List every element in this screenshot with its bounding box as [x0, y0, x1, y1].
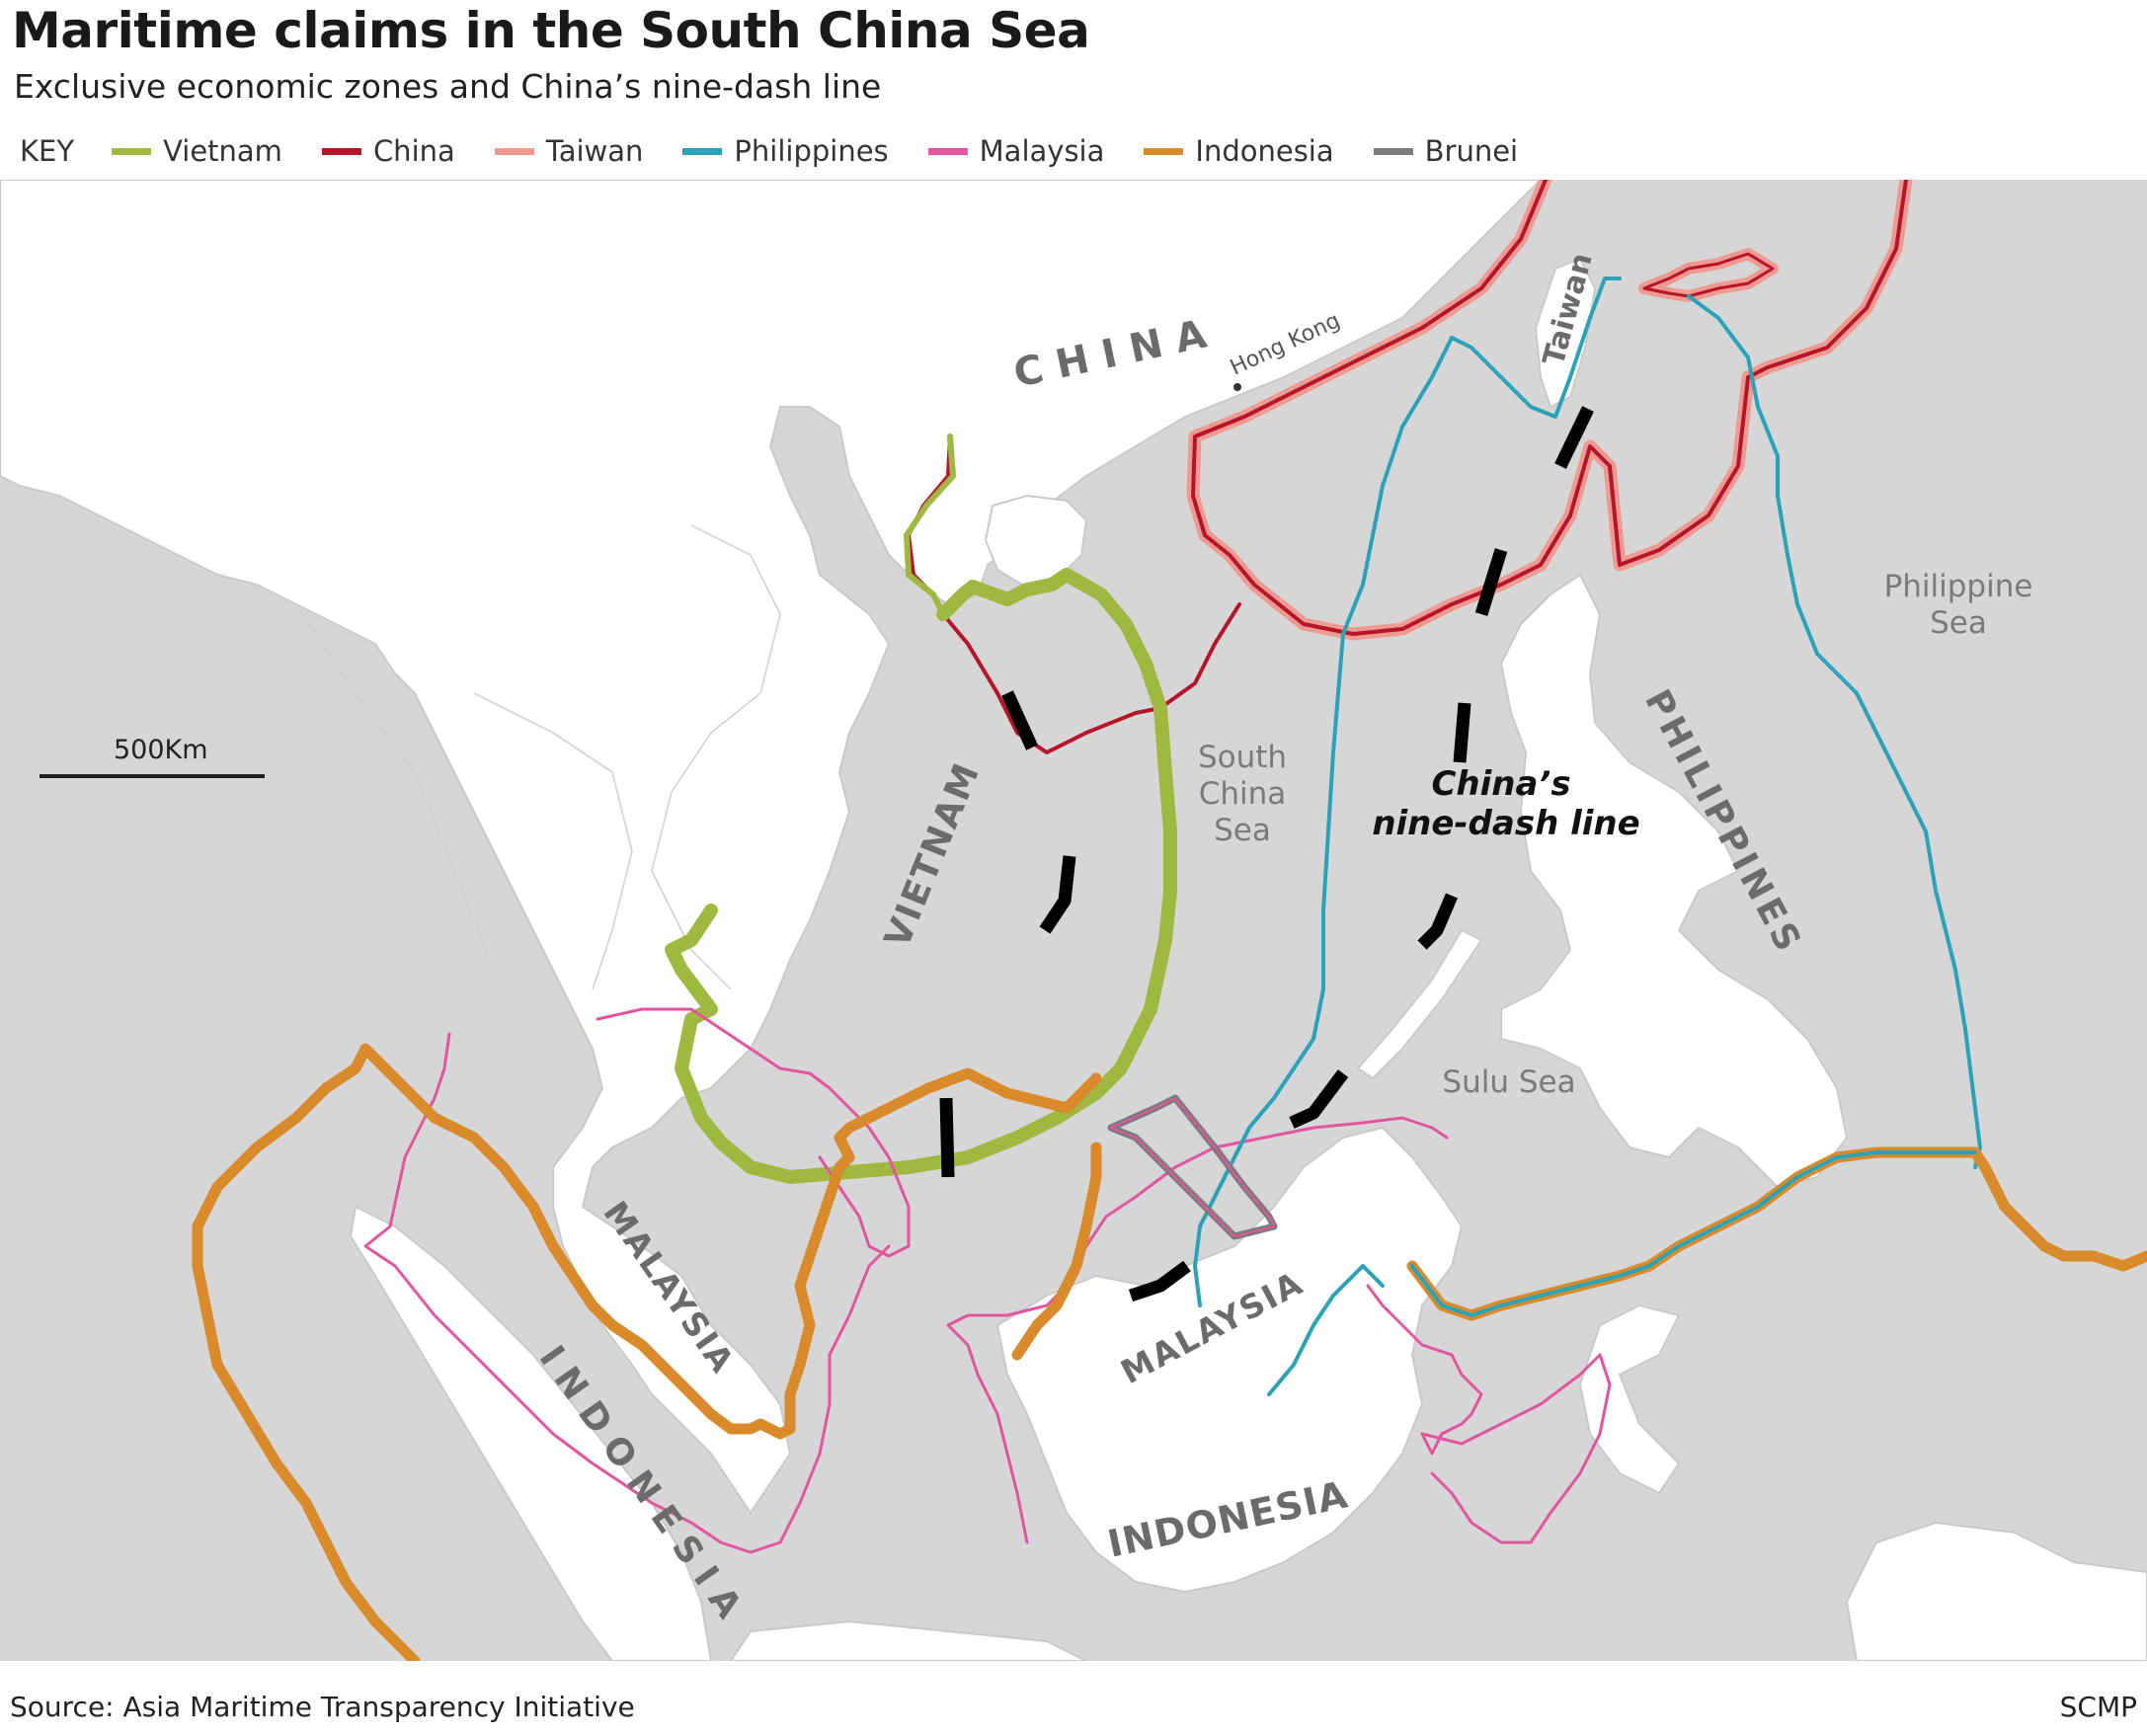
land-sulawesi — [1578, 1303, 1681, 1495]
claim-line-vietnam-gulf — [904, 434, 956, 617]
legend-swatch-indonesia — [1144, 147, 1184, 155]
legend-swatch-philippines — [682, 147, 723, 155]
legend-swatch-malaysia — [927, 147, 968, 155]
claim-line-malaysia-peninsula — [596, 1007, 911, 1258]
claim-line-malaysia-sunda — [363, 1032, 891, 1554]
map-legend: KEY Vietnam China Taiwan Philippines Mal… — [20, 131, 1557, 171]
legend-item-philippines: Philippines — [682, 134, 889, 168]
land-taiwan — [1534, 257, 1597, 409]
label-south-china-sea-2: China — [1199, 776, 1287, 812]
nine-dash-line — [939, 406, 1594, 1302]
legend-swatch-vietnam — [112, 147, 152, 155]
legend-text-malaysia: Malaysia — [979, 134, 1105, 168]
nine-dash-segment-4 — [1417, 893, 1458, 950]
land-east-islands — [1845, 1521, 2147, 1661]
nine-dash-segment-8 — [1039, 855, 1076, 934]
legend-text-vietnam: Vietnam — [163, 134, 282, 168]
land-borneo — [995, 1126, 1464, 1594]
label-south-china-sea-3: Sea — [1214, 813, 1271, 848]
claim-line-brunei-pink — [1110, 1097, 1275, 1237]
claims-layer — [192, 180, 2147, 1661]
map-area: 500Km C H I N A Hong Kong Taiwan VIETNAM… — [0, 180, 2147, 1661]
legend-text-china: China — [372, 134, 455, 168]
label-nine-dash-line-1: China’s — [1431, 764, 1570, 804]
nine-dash-segment-1 — [1554, 406, 1594, 469]
nine-dash-segment-6 — [1128, 1260, 1191, 1302]
label-vietnam: VIETNAM — [877, 756, 988, 953]
land-hainan — [984, 494, 1088, 587]
land-layer — [0, 180, 2147, 1661]
claim-line-indonesia-west — [192, 1043, 796, 1661]
page-subtitle: Exclusive economic zones and China’s nin… — [14, 67, 882, 106]
claim-line-philippines-south — [1410, 1150, 1977, 1317]
land-philippines — [1499, 573, 1849, 1189]
legend-text-taiwan: Taiwan — [545, 134, 644, 168]
inland-borders — [295, 524, 781, 990]
hong-kong-marker — [1233, 383, 1241, 391]
nine-dash-segment-5 — [1289, 1069, 1349, 1129]
label-philippine-sea-1: Philippine — [1884, 569, 2033, 604]
legend-item-indonesia: Indonesia — [1144, 134, 1334, 168]
legend-swatch-china — [321, 147, 361, 155]
legend-swatch-brunei — [1373, 147, 1413, 155]
legend-item-vietnam: Vietnam — [112, 134, 282, 168]
nine-dash-segment-3 — [1453, 702, 1471, 763]
label-philippine-sea-2: Sea — [1930, 605, 1987, 641]
page-title: Maritime claims in the South China Sea — [12, 2, 1090, 59]
legend-item-brunei: Brunei — [1373, 134, 1519, 168]
label-sulu-sea: Sulu Sea — [1442, 1065, 1575, 1100]
claim-line-malaysia-sulu — [1366, 1284, 1612, 1544]
nine-dash-segment-2 — [1474, 548, 1508, 616]
credit-note: SCMP — [2059, 1691, 2137, 1723]
legend-label: KEY — [20, 134, 75, 168]
claim-line-vietnam — [665, 568, 1177, 1184]
land-palawan — [1356, 928, 1483, 1080]
land-java — [729, 1619, 1087, 1661]
legend-item-taiwan: Taiwan — [494, 134, 644, 168]
map-canvas: 500Km C H I N A Hong Kong Taiwan VIETNAM… — [0, 180, 2147, 1661]
claim-line-china-islands — [1642, 252, 1775, 298]
scale-bar-label: 500Km — [114, 735, 208, 765]
claim-line-indonesia-natuna — [784, 1067, 1102, 1435]
legend-text-brunei: Brunei — [1424, 134, 1519, 168]
label-south-china-sea-1: South — [1198, 740, 1287, 775]
legend-text-indonesia: Indonesia — [1195, 134, 1334, 168]
legend-item-malaysia: Malaysia — [927, 134, 1105, 168]
nine-dash-segment-7 — [939, 1097, 955, 1178]
legend-item-china: China — [321, 134, 455, 168]
claim-line-indonesia-borneo — [1011, 1142, 1102, 1361]
claim-line-china-north — [1191, 180, 1908, 636]
legend-text-philippines: Philippines — [734, 134, 889, 168]
source-note: Source: Asia Maritime Transparency Initi… — [10, 1691, 635, 1723]
claim-line-philippines — [1193, 276, 1982, 1396]
legend-swatch-taiwan — [494, 147, 534, 155]
nine-dash-segment-9 — [1001, 690, 1038, 750]
label-nine-dash-line-2: nine-dash line — [1372, 804, 1639, 843]
